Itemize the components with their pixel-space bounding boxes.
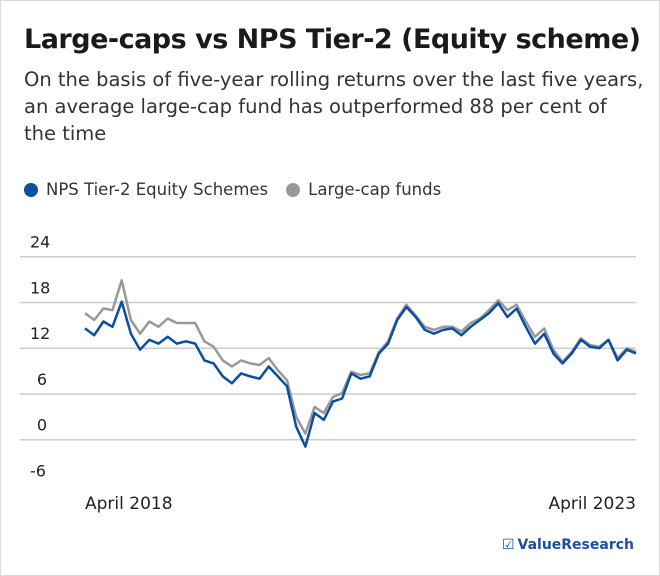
legend-label-nps: NPS Tier-2 Equity Schemes [46, 180, 269, 199]
y-tick-label: -6 [30, 461, 46, 480]
chart-subtitle: On the basis of five-year rolling return… [24, 68, 644, 145]
x-tick-label-end: April 2023 [548, 494, 636, 514]
legend: NPS Tier-2 Equity Schemes Large-cap fund… [24, 180, 441, 199]
series-line-largecap [84, 279, 637, 435]
checkbox-icon: ☑ [501, 537, 515, 553]
logo-text: ValueResearch [517, 537, 635, 553]
y-tick-label: 6 [37, 370, 47, 389]
x-tick-label-start: April 2018 [85, 494, 173, 514]
legend-item-largecap: Large-cap funds [286, 180, 441, 199]
valueresearch-logo: ☑ ValueResearch [502, 537, 634, 553]
chart-title: Large-caps vs NPS Tier-2 (Equity scheme) [24, 24, 641, 55]
y-tick-label: 0 [37, 416, 47, 435]
legend-label-largecap: Large-cap funds [308, 180, 442, 199]
y-tick-label: 12 [30, 324, 50, 343]
legend-swatch-nps [24, 182, 38, 197]
series-line-nps [84, 300, 637, 448]
y-tick-label: 24 [30, 233, 50, 252]
legend-item-nps: NPS Tier-2 Equity Schemes [24, 180, 268, 199]
y-tick-label: 18 [30, 278, 50, 297]
legend-swatch-largecap [286, 182, 301, 197]
